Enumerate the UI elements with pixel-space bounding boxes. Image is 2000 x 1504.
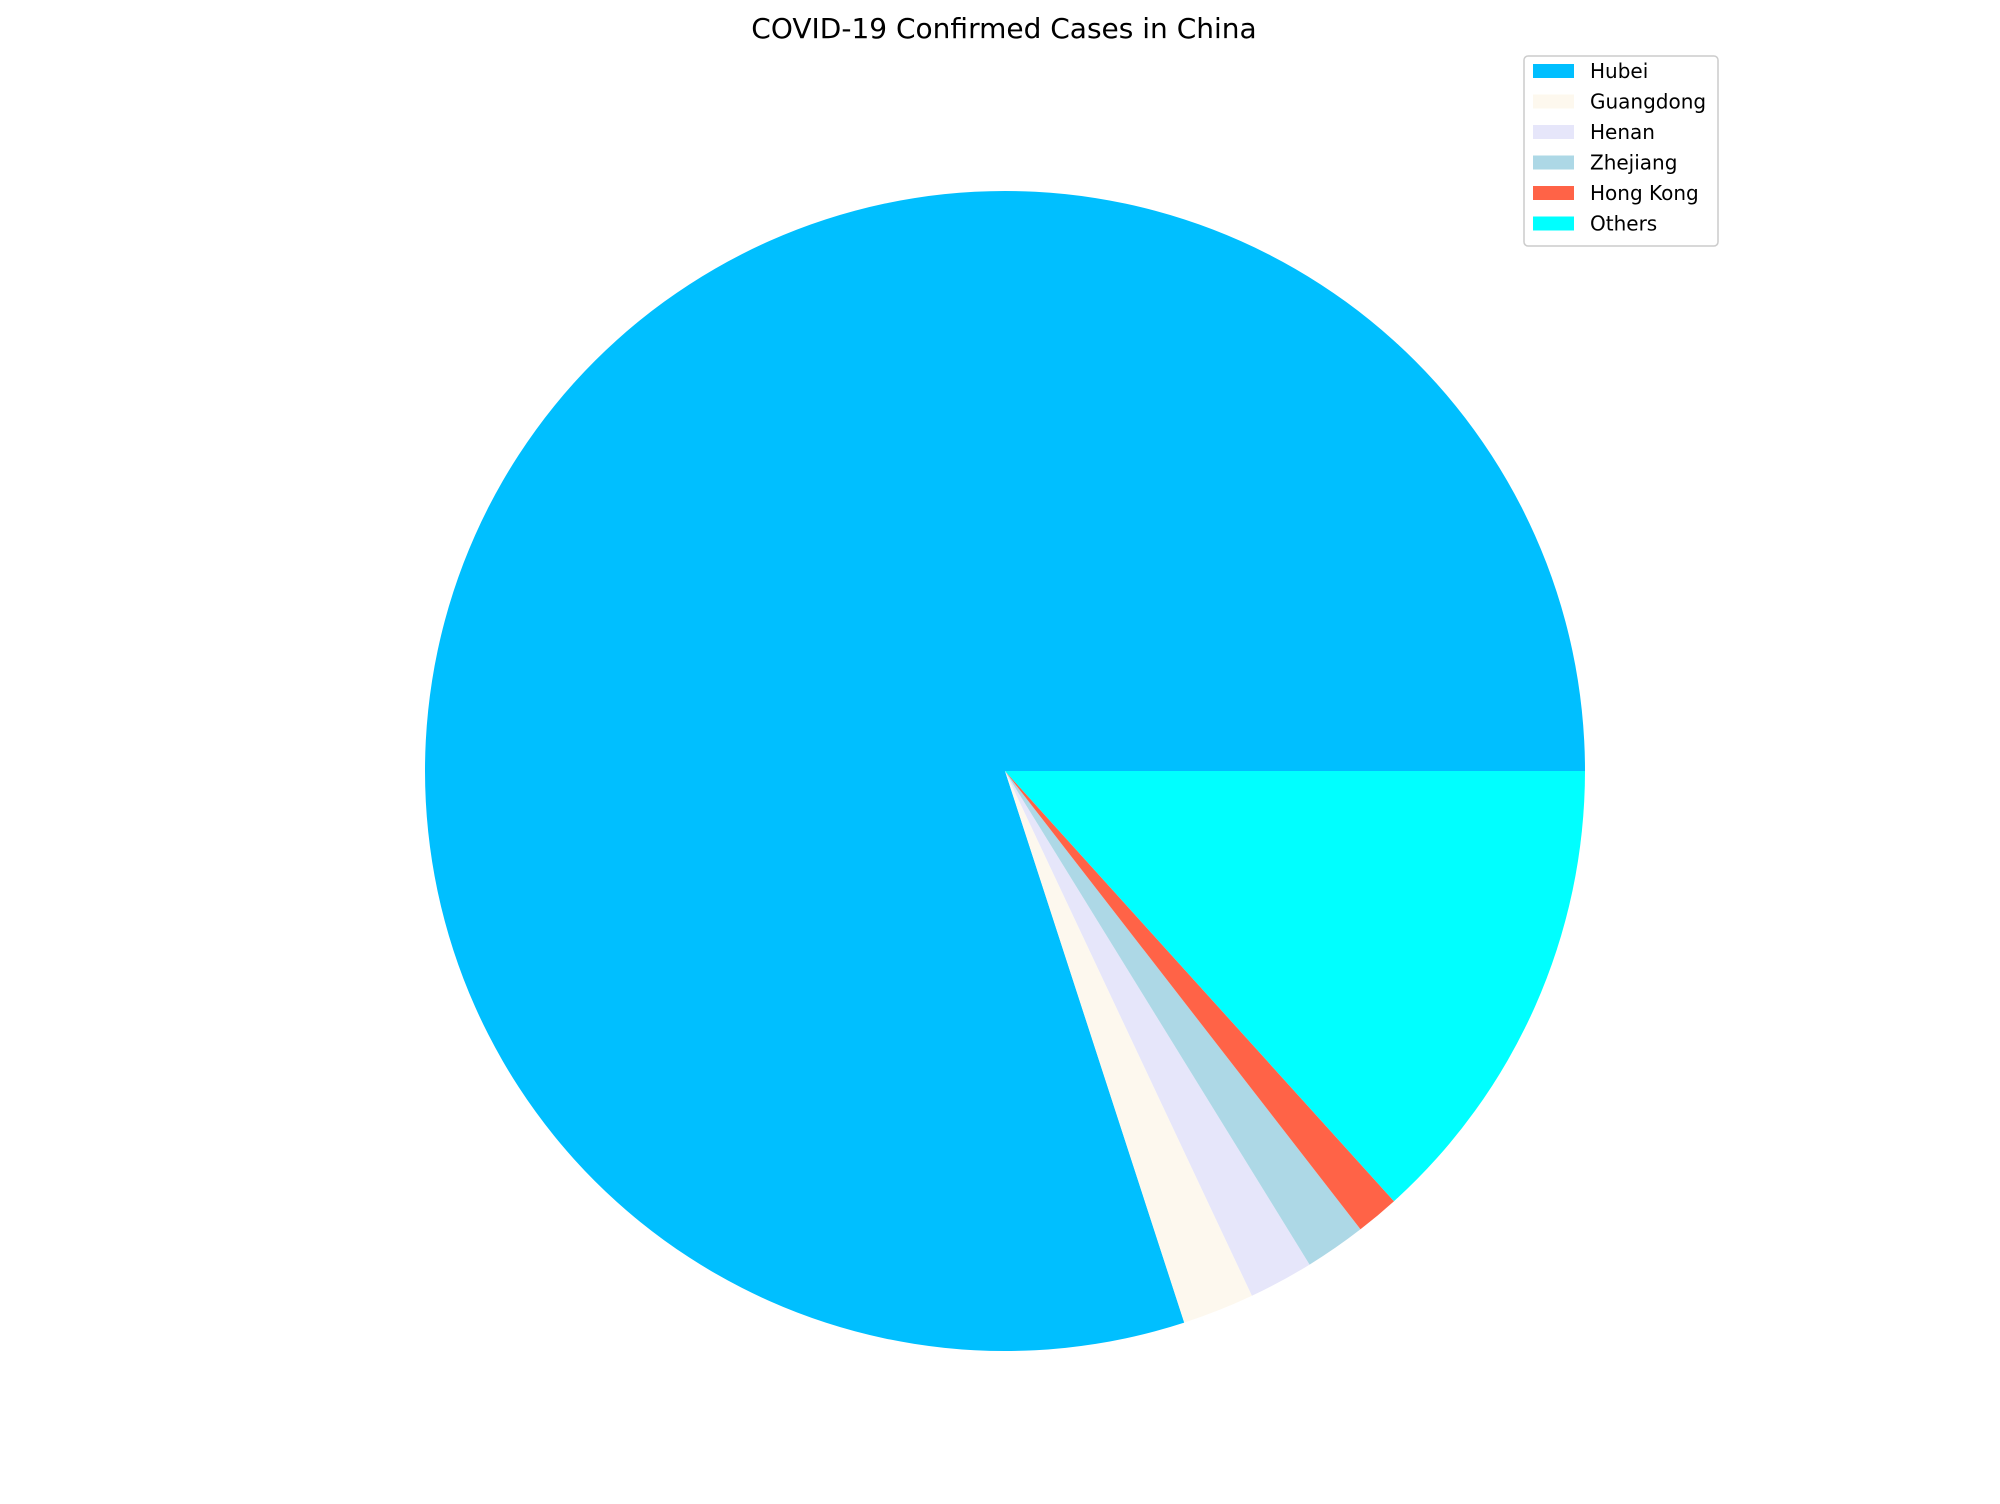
pie-slice-zhejiang [1005, 771, 1361, 1265]
pie-slice-hubei [424, 190, 1586, 1351]
legend-label-zhejiang: Zhejiang [1590, 151, 1677, 175]
legend-swatch-others [1533, 216, 1574, 231]
pie-slice-henan [1005, 771, 1310, 1296]
legend-swatch-hubei [1533, 64, 1574, 78]
legend-swatch-guangdong [1533, 94, 1574, 109]
pie-slice-hong-kong [1005, 771, 1394, 1230]
legend-swatch-henan [1533, 125, 1574, 139]
pie-slice-others [1005, 771, 1585, 1202]
legend-label-henan: Henan [1590, 120, 1655, 144]
chart-title: COVID-19 Confirmed Cases in China [751, 12, 1256, 45]
legend-items: Hubei Guangdong Henan Zhejiang Hong Kong Othe… [1533, 59, 1706, 236]
legend-label-hubei: Hubei [1590, 59, 1648, 83]
legend-label-guangdong: Guangdong [1590, 90, 1706, 114]
legend-swatch-hong-kong [1533, 186, 1574, 200]
legend-label-hong-kong: Hong Kong [1590, 181, 1699, 205]
pie-slices [424, 190, 1586, 1351]
pie-slice-guangdong [1005, 771, 1252, 1323]
legend-swatch-zhejiang [1533, 155, 1574, 170]
legend-label-others: Others [1590, 212, 1657, 236]
legend: Hubei Guangdong Henan Zhejiang Hong Kong Othe… [1523, 55, 1719, 247]
